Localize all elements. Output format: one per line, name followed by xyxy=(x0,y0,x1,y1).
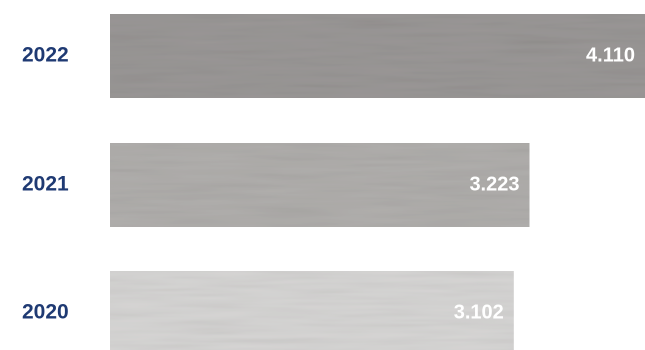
bar-2021 xyxy=(110,143,530,227)
value-label-2021: 3.223 xyxy=(469,173,519,195)
value-label-2022: 4.110 xyxy=(586,44,635,66)
bar-2020 xyxy=(110,271,514,350)
value-label-2020: 3.102 xyxy=(454,301,504,323)
category-label-2022: 2022 xyxy=(22,44,69,67)
category-label-2020: 2020 xyxy=(22,301,69,324)
category-label-2021: 2021 xyxy=(22,173,69,196)
labels-layer: 2022 4.110 2021 3.223 2020 3.102 xyxy=(22,44,635,324)
bars-layer xyxy=(110,14,645,350)
bar-2022 xyxy=(110,14,645,98)
